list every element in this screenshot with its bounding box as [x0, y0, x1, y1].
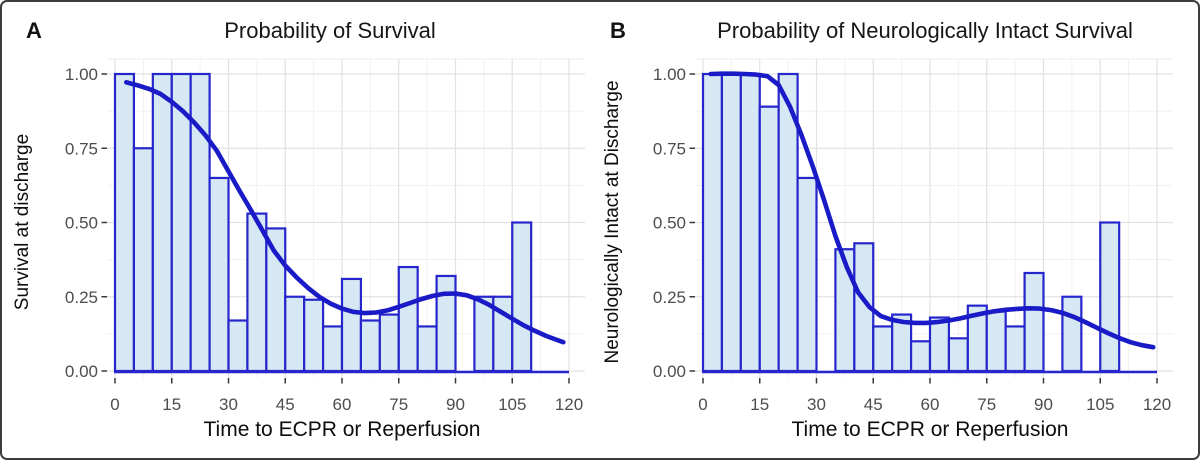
y-tick-label: 1.00: [653, 65, 686, 84]
histogram-bar: [928, 316, 951, 373]
panel-a-letter: A: [26, 18, 42, 43]
histogram-bar: [985, 310, 1007, 373]
panel-a-x-axis-title: Time to ECPR or Reperfusion: [204, 418, 481, 441]
x-tick-label: 90: [1034, 395, 1053, 414]
x-tick-label: 105: [1086, 395, 1114, 414]
histogram-bar: [416, 325, 438, 373]
histogram-bar: [720, 72, 742, 373]
y-tick-label: 0.25: [65, 288, 98, 307]
histogram-bar: [796, 176, 818, 373]
histogram-bar: [511, 221, 533, 373]
histogram-bar: [872, 325, 894, 373]
y-tick-label: 0.50: [653, 214, 686, 233]
x-tick-label: 0: [698, 395, 707, 414]
histogram-bar: [113, 72, 136, 373]
histogram-bar: [947, 337, 969, 373]
histogram-bar: [1023, 271, 1045, 373]
y-tick-label: 1.00: [65, 65, 98, 84]
histogram-bar: [378, 313, 400, 373]
x-tick-label: 120: [555, 395, 583, 414]
panel-a-title: Probability of Survival: [224, 18, 436, 43]
histogram-bar: [739, 72, 761, 373]
panel-a-y-axis-title: Survival at discharge: [12, 134, 33, 310]
panel-b-plot-area: 0 15 30 45 60 75 90 105 120 0.00 0.25 0.50 0.75 1.00: [653, 58, 1173, 414]
histogram-bar: [1061, 295, 1083, 373]
x-tick-label: 15: [162, 395, 181, 414]
histogram-bar: [284, 295, 306, 373]
histogram-bar: [246, 212, 268, 373]
panel-b-letter: B: [610, 18, 626, 43]
x-tick-label: 30: [219, 395, 238, 414]
histogram-bar: [435, 274, 457, 373]
histogram-bar: [397, 265, 419, 373]
histogram-bar: [909, 340, 932, 373]
y-tick-label: 0.75: [653, 139, 686, 158]
histogram-bar: [701, 72, 724, 373]
x-tick-label: 0: [110, 395, 119, 414]
histogram-bar: [321, 325, 344, 373]
histogram-bar: [1004, 325, 1026, 373]
x-tick-label: 15: [750, 395, 769, 414]
x-tick-label: 60: [921, 395, 940, 414]
histogram-bar: [359, 319, 381, 373]
panel-a-plot-area: 0 15 30 45 60 75 90 105 120 0.00 0.25 0.50 0.75 1.00: [65, 58, 585, 414]
x-tick-label: 120: [1143, 395, 1171, 414]
x-tick-label: 105: [498, 395, 526, 414]
histogram-bar: [189, 72, 211, 373]
histogram-bar: [340, 277, 363, 373]
histogram-bar: [303, 298, 325, 373]
x-tick-label: 45: [864, 395, 883, 414]
histogram-bar: [1099, 221, 1121, 373]
x-tick-label: 75: [977, 395, 996, 414]
histogram-bar: [208, 176, 230, 373]
y-tick-label: 0.50: [65, 214, 98, 233]
histogram-bar: [758, 105, 780, 373]
y-tick-label: 0.75: [65, 139, 98, 158]
x-tick-label: 30: [807, 395, 826, 414]
histogram-bar: [132, 147, 154, 373]
x-tick-label: 90: [446, 395, 465, 414]
panel-b-y-axis-title: Neurologically Intact at Discharge: [602, 80, 623, 363]
y-tick-label: 0.00: [65, 362, 98, 381]
x-tick-label: 60: [333, 395, 352, 414]
y-tick-label: 0.00: [653, 362, 686, 381]
panel-b-x-axis-title: Time to ECPR or Reperfusion: [792, 418, 1069, 441]
y-tick-label: 0.25: [653, 288, 686, 307]
panel-b-title: Probability of Neurologically Intact Sur…: [717, 18, 1133, 43]
x-tick-label: 45: [276, 395, 295, 414]
histogram-bar: [151, 72, 173, 373]
histogram-bar: [227, 319, 249, 373]
smoothed-curve: [708, 71, 1156, 350]
smoothed-curve: [124, 80, 566, 345]
x-tick-label: 75: [389, 395, 408, 414]
